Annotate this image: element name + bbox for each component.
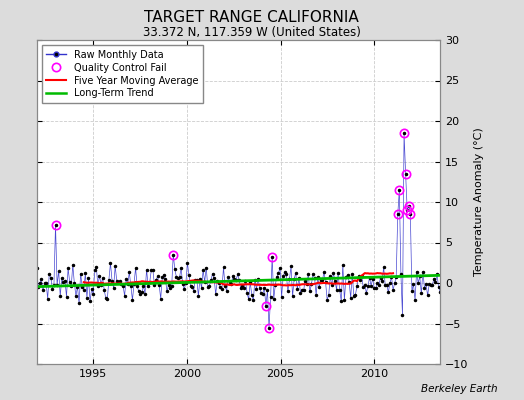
Legend: Raw Monthly Data, Quality Control Fail, Five Year Moving Average, Long-Term Tren: Raw Monthly Data, Quality Control Fail, … <box>41 45 203 103</box>
Y-axis label: Temperature Anomaly (°C): Temperature Anomaly (°C) <box>474 128 484 276</box>
Text: TARGET RANGE CALIFORNIA: TARGET RANGE CALIFORNIA <box>144 10 359 25</box>
Text: Berkeley Earth: Berkeley Earth <box>421 384 498 394</box>
Text: 33.372 N, 117.359 W (United States): 33.372 N, 117.359 W (United States) <box>143 26 361 39</box>
